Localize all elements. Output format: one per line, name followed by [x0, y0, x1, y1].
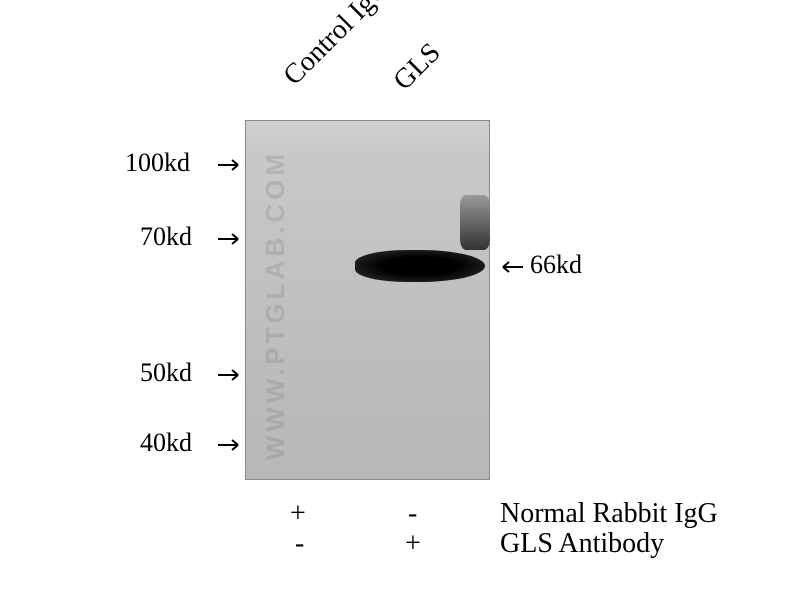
lane-label-control: Control IgG	[277, 0, 396, 92]
condition-label: Normal Rabbit IgG	[500, 498, 718, 530]
condition-label: GLS Antibody	[500, 528, 664, 560]
mw-marker-100: 100kd	[125, 148, 190, 178]
mw-marker-50: 50kd	[140, 358, 192, 388]
condition-symbol: +	[290, 498, 306, 530]
lane-label-target: GLS	[387, 37, 447, 97]
arrow-icon	[218, 152, 246, 179]
arrow-icon	[218, 362, 246, 389]
arrow-icon	[218, 432, 246, 459]
condition-symbol: -	[295, 528, 304, 560]
condition-symbol: +	[405, 528, 421, 560]
protein-band	[355, 250, 485, 282]
mw-marker-70: 70kd	[140, 222, 192, 252]
band-label-66: 66kd	[530, 250, 582, 280]
condition-symbol: -	[408, 498, 417, 530]
mw-marker-40: 40kd	[140, 428, 192, 458]
arrow-icon	[218, 226, 246, 253]
arrow-left-icon	[495, 254, 523, 281]
figure-container: Control IgG GLS WWW.PTGLAB.COM 100kd 70k…	[0, 0, 800, 600]
blot-membrane	[245, 120, 490, 480]
band-smear	[460, 195, 490, 250]
